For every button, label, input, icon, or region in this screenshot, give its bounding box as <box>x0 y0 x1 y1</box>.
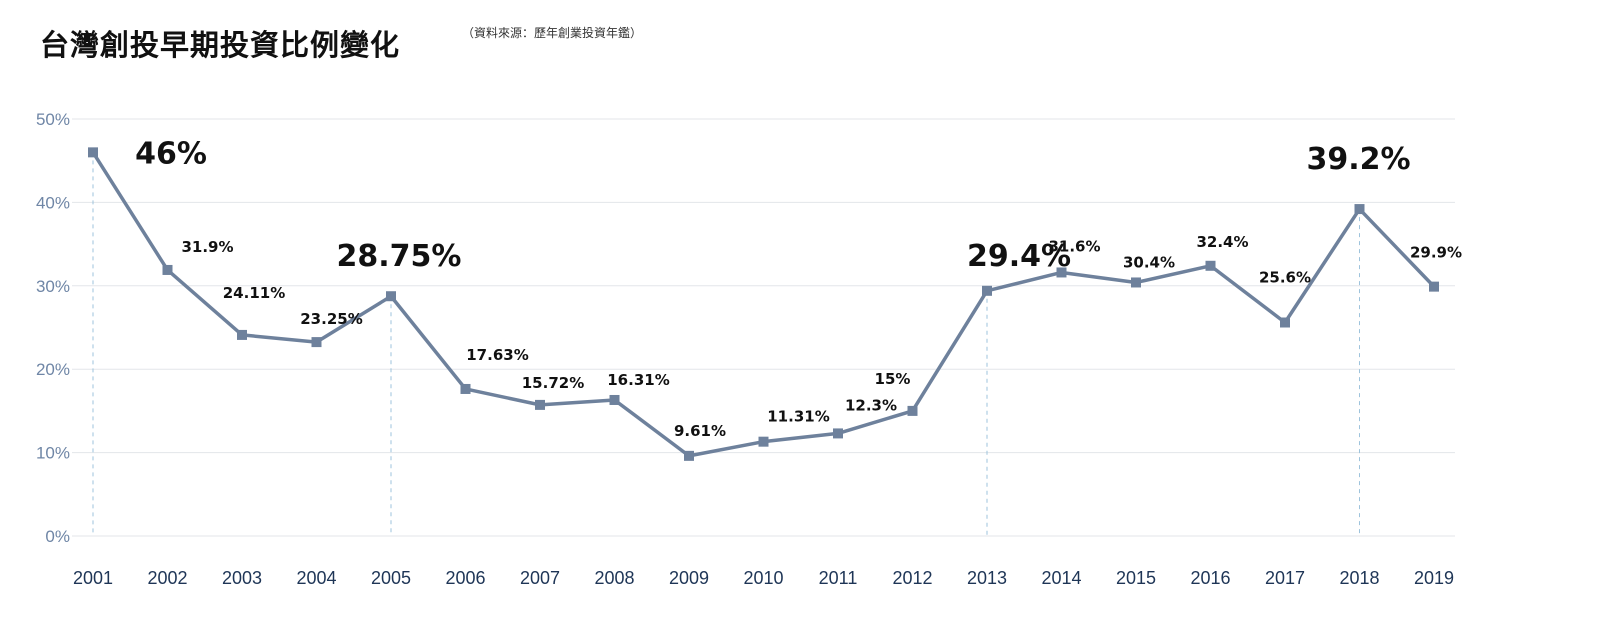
data-label: 29.9% <box>1410 244 1462 262</box>
data-labels: 46% 31.9% 24.11% 23.25% 28.75% 17.63% 15.72% 16… <box>135 136 1462 439</box>
data-point <box>982 285 992 296</box>
x-tick-label: 2001 <box>73 568 113 588</box>
data-label: 46% <box>135 136 207 171</box>
data-label: 12.3% <box>845 396 897 414</box>
data-point <box>1205 260 1216 271</box>
data-point <box>833 428 843 439</box>
data-label: 32.4% <box>1196 233 1248 251</box>
data-label: 17.63% <box>466 346 528 364</box>
data-point <box>684 450 694 461</box>
data-label: 25.6% <box>1259 268 1311 286</box>
x-tick-label: 2010 <box>743 568 783 588</box>
data-label: 23.25% <box>300 310 362 328</box>
data-point <box>609 394 620 405</box>
x-tick-label: 2013 <box>967 568 1007 588</box>
series-line <box>91 150 1436 458</box>
data-label: 15% <box>875 370 911 388</box>
x-tick-label: 2003 <box>222 568 262 588</box>
x-tick-label: 2014 <box>1041 568 1081 588</box>
data-point <box>907 405 918 416</box>
series-polyline <box>91 150 1436 458</box>
data-label: 31.6% <box>1048 237 1100 255</box>
data-point <box>237 329 247 340</box>
x-tick-label: 2002 <box>147 568 187 588</box>
x-tick-label: 2019 <box>1414 568 1454 588</box>
x-tick-label: 2008 <box>594 568 634 588</box>
data-point <box>1131 277 1141 288</box>
data-point <box>758 436 769 447</box>
data-markers <box>88 147 1439 461</box>
x-tick-label: 2011 <box>819 568 858 588</box>
data-point <box>1056 267 1067 278</box>
x-tick-label: 2007 <box>520 568 560 588</box>
data-point <box>460 383 471 394</box>
data-point <box>386 291 396 302</box>
x-tick-label: 2018 <box>1339 568 1379 588</box>
data-label: 30.4% <box>1123 253 1175 271</box>
chart-source-note: （資料來源：歷年創業投資年鑑） <box>462 26 643 40</box>
x-tick-label: 2016 <box>1190 568 1230 588</box>
x-tick-label: 2005 <box>371 568 411 588</box>
x-tick-label: 2012 <box>892 568 932 588</box>
y-tick-label: 50% <box>36 110 70 129</box>
data-label: 24.11% <box>223 284 285 302</box>
data-point <box>1354 204 1365 215</box>
grid-lines <box>72 118 1455 537</box>
x-tick-label: 2015 <box>1116 568 1156 588</box>
data-label: 16.31% <box>607 371 669 389</box>
data-point <box>535 399 545 410</box>
y-tick-label: 10% <box>36 444 70 463</box>
x-tick-label: 2006 <box>445 568 485 588</box>
x-tick-label: 2004 <box>296 568 336 588</box>
data-label: 9.61% <box>674 422 726 440</box>
data-label: 31.9% <box>181 238 233 256</box>
x-axis: 2001 2002 2003 2004 2005 2006 2007 2008 2009 2010… <box>73 568 1454 588</box>
y-tick-label: 40% <box>36 193 70 212</box>
x-tick-label: 2017 <box>1265 568 1305 588</box>
y-tick-label: 20% <box>36 360 70 379</box>
data-point <box>162 264 173 275</box>
data-point <box>1429 281 1439 292</box>
x-tick-label: 2009 <box>669 568 709 588</box>
chart-title: 台灣創投早期投資比例變化 <box>40 28 401 62</box>
y-axis: 0% 10% 20% 30% 40% 50% <box>36 110 70 546</box>
data-label: 15.72% <box>522 374 584 392</box>
highlight-guides <box>92 152 1360 536</box>
data-point <box>1280 317 1290 328</box>
y-tick-label: 0% <box>45 527 70 546</box>
data-point <box>88 147 98 158</box>
y-tick-label: 30% <box>36 277 70 296</box>
data-point <box>311 337 322 348</box>
data-label: 28.75% <box>337 239 462 274</box>
data-label: 29.4% <box>967 239 1071 274</box>
data-label: 11.31% <box>767 408 829 426</box>
data-label: 39.2% <box>1306 142 1410 177</box>
